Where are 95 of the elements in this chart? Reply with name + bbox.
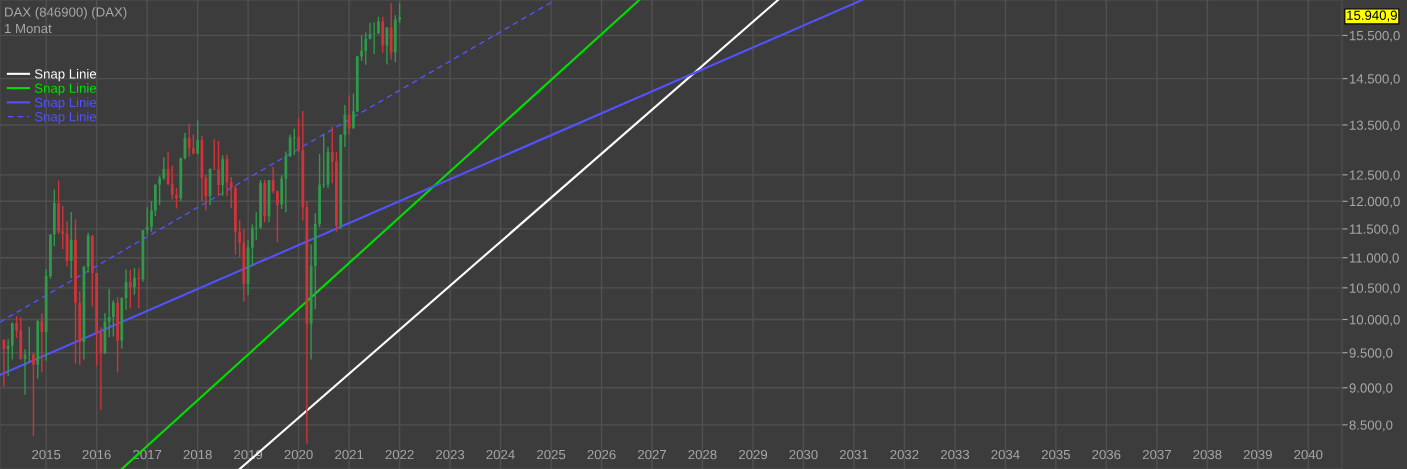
text: 1 Monat [5, 23, 52, 34]
x-tick-label: 2034 [991, 449, 1020, 460]
candlestick [276, 189, 279, 243]
candlestick [196, 119, 200, 156]
chart-title: DAX (846900) (DAX) [5, 7, 127, 20]
candlestick [398, 2, 401, 24]
x-tick-label: 2022 [385, 449, 414, 460]
x-tick-label: 2018 [183, 449, 212, 460]
x-tick-label: 2040 [1294, 449, 1323, 460]
y-tick-label: 11.000,0 [1349, 253, 1399, 265]
x-tick-label: 2026 [587, 449, 616, 460]
candlestick [150, 200, 153, 233]
candlestick [95, 272, 98, 367]
candlestick [254, 211, 258, 241]
x-tick-label: 2039 [1243, 449, 1272, 460]
candlestick [217, 140, 220, 197]
y-tick-label: 15.500,0 [1349, 30, 1400, 42]
candlestick [259, 179, 262, 230]
candlestick [153, 183, 157, 217]
y-tick-label: 10.000,0 [1349, 315, 1400, 326]
candlestick [74, 218, 77, 365]
candlestick [330, 126, 334, 184]
candlestick [15, 315, 18, 339]
x-tick-label: 2038 [1193, 449, 1222, 460]
legend-label: Snap Linie [34, 83, 97, 96]
y-tick-label: 12.500,0 [1349, 170, 1400, 182]
candlestick [128, 268, 132, 309]
candlestick [116, 296, 120, 374]
candlestick [111, 299, 115, 338]
candlestick [162, 156, 166, 181]
legend-label: Snap Linie [34, 68, 97, 82]
candlestick [343, 104, 347, 148]
candlestick [40, 312, 44, 373]
candlestick [271, 166, 275, 194]
y-tick-label: 13.500,0 [1349, 120, 1400, 132]
y-tick-label: 8.500,0 [1349, 420, 1393, 432]
candlestick [381, 16, 385, 54]
candlestick [364, 31, 368, 66]
x-tick-label: 2033 [940, 449, 970, 460]
candlestick [175, 187, 178, 210]
candlestick [360, 34, 363, 62]
y-tick-label: 10.500,0 [1349, 283, 1400, 295]
x-tick-label: 2036 [1092, 449, 1121, 460]
candlestick [318, 153, 321, 228]
x-tick-label: 2024 [486, 449, 515, 460]
x-tick-label: 2016 [82, 449, 111, 460]
y-tick-label: 9.500,0 [1349, 348, 1393, 360]
x-tick-label: 2035 [1041, 449, 1070, 460]
x-tick-label: 2029 [739, 449, 768, 460]
candlestick [61, 204, 65, 250]
candlestick [288, 133, 292, 158]
candlestick [187, 123, 191, 158]
x-tick-label: 2025 [537, 449, 566, 460]
x-tick-label: 2021 [335, 449, 364, 460]
x-tick-label: 2020 [284, 449, 313, 460]
legend-label: Snap Linie [34, 111, 97, 125]
candlestick [2, 338, 6, 388]
candlestick [6, 338, 10, 377]
candlestick [191, 133, 195, 156]
candlestick [377, 15, 380, 35]
candlestick [107, 288, 111, 338]
candlestick [234, 184, 237, 256]
x-tick-label: 2032 [890, 449, 919, 460]
y-tick-label: 11.500,0 [1349, 224, 1399, 236]
y-tick-label: 14.500,0 [1349, 74, 1400, 86]
text: 15.940,9 [1347, 10, 1397, 22]
x-tick-label: 2030 [789, 449, 818, 460]
y-tick-label: 9.000,0 [1349, 383, 1393, 395]
x-tick-label: 2027 [637, 449, 667, 460]
x-tick-label: 2028 [688, 449, 717, 460]
x-tick-label: 2037 [1142, 449, 1171, 460]
candlestick [347, 94, 351, 135]
candlestick [238, 219, 242, 258]
candlestick [10, 322, 14, 361]
candlestick [297, 117, 300, 154]
candlestick [145, 206, 149, 236]
candlestick [69, 211, 73, 280]
candlestick [335, 151, 338, 233]
legend-label: Snap Linie [34, 97, 97, 110]
candlestick [292, 127, 296, 156]
candlestick [27, 325, 31, 364]
candlestick [229, 176, 233, 210]
candlestick [352, 92, 355, 130]
candlestick [251, 223, 254, 267]
candlestick [170, 165, 174, 201]
x-tick-label: 2031 [839, 449, 868, 460]
candlestick [133, 267, 136, 296]
x-tick-label: 2015 [32, 449, 61, 460]
candlestick [57, 179, 60, 235]
y-tick-label: 12.000,0 [1349, 196, 1400, 208]
candlestick [32, 352, 35, 437]
x-tick-label: 2023 [436, 449, 465, 460]
candlestick [322, 133, 326, 189]
candlestick [284, 150, 288, 213]
candlestick [158, 174, 162, 206]
